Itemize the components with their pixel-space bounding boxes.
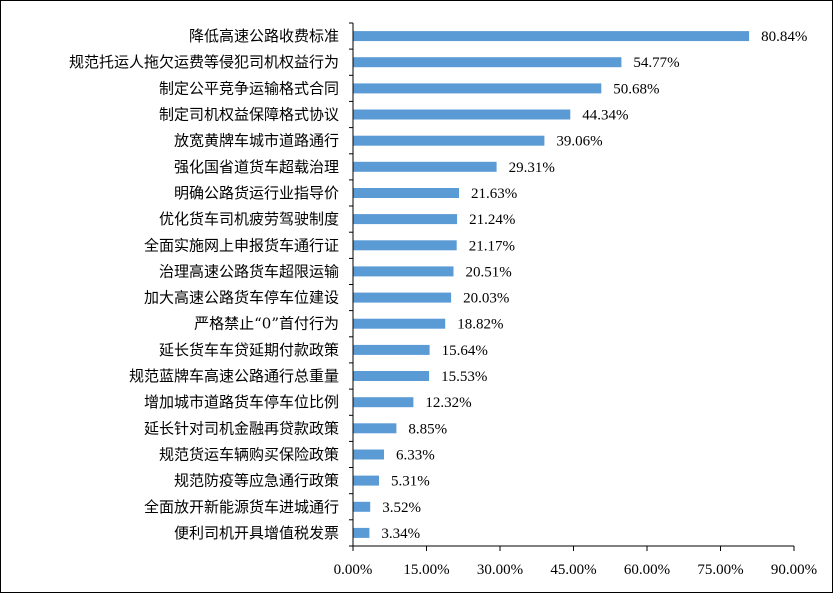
category-label: 延长针对司机金融再贷款政策 [144,419,339,437]
x-tick-label: 90.00% [771,562,817,578]
bar [353,266,454,277]
category-labels-layer: 降低高速公路收费标准规范托运人拖欠运费等侵犯司机权益行为制定公平竞争运输格式合同… [69,27,339,542]
bar [353,31,750,42]
value-label: 15.53% [441,369,487,385]
bars-layer [353,31,750,538]
value-label: 15.64% [442,343,488,359]
category-label: 全面放开新能源货车进城通行 [144,498,339,516]
category-label: 全面实施网上申报货车通行证 [144,236,339,254]
value-label: 21.63% [471,186,517,202]
bar [353,318,446,329]
value-label: 12.32% [425,395,471,411]
bar [353,135,545,146]
x-ticks-layer: 0.00% 15.00% 30.00% 45.00% 60.00% 75.00% 90.00… [334,22,817,578]
value-label: 3.52% [382,500,421,516]
value-label: 80.84% [761,29,807,45]
value-label: 6.33% [396,448,435,464]
category-label: 制定公平竞争运输格式合同 [159,79,339,97]
category-label: 放宽黄牌车城市道路通行 [174,132,339,150]
bar [353,344,430,355]
value-label: 44.34% [582,108,628,124]
value-label: 18.82% [457,317,503,333]
x-tick-label: 0.00% [334,562,373,578]
category-label: 加大高速公路货车停车位建设 [144,289,339,307]
category-label: 强化国省道货车超载治理 [174,158,339,176]
bar [353,449,384,460]
value-label: 8.85% [408,421,447,437]
value-label: 21.17% [469,238,515,254]
category-label: 规范蓝牌车高速公路通行总重量 [129,367,339,385]
value-label: 3.34% [381,526,420,542]
x-tick-label: 45.00% [550,562,596,578]
value-label: 21.24% [469,212,515,228]
category-label: 延长货车车贷延期付款政策 [159,341,339,359]
category-label: 规范货运车辆购买保险政策 [159,446,339,464]
category-label: 优化货车司机疲劳驾驶制度 [159,210,339,228]
category-label: 治理高速公路货车超限运输 [159,262,339,280]
x-tick-label: 15.00% [403,562,449,578]
value-label: 54.77% [633,55,679,71]
category-label: 便利司机开具增值税发票 [174,524,339,542]
value-label: 29.31% [509,160,555,176]
value-labels-layer: 80.84% 54.77% 50.68% 44.34% 39.06%29.31% 21.6… [381,29,807,542]
bar [353,57,622,68]
bar [353,371,430,381]
value-label: 5.31% [391,474,430,490]
axes [352,23,794,547]
bar [353,83,602,94]
x-tick-label: 60.00% [624,562,670,578]
bar [353,240,457,251]
bar [353,214,458,225]
bar [353,109,571,120]
category-label: 制定司机权益保障格式协议 [159,106,339,124]
category-label: 规范防疫等应急通行政策 [174,472,339,490]
category-label: 降低高速公路收费标准 [189,27,339,45]
x-tick-label: 75.00% [697,562,743,578]
category-label: 规范托运人拖欠运费等侵犯司机权益行为 [69,53,339,71]
category-label: 严格禁止“0”首付行为 [194,315,339,333]
category-label: 明确公路货运行业指导价 [174,184,339,202]
value-label: 20.03% [463,291,509,307]
bar [353,161,497,172]
bar [353,292,452,303]
bar [353,188,459,198]
category-label: 增加城市道路货车停车位比例 [144,393,339,411]
bar [353,501,371,512]
value-label: 20.51% [466,264,512,280]
value-label: 39.06% [556,134,602,150]
bar [353,423,397,434]
bar [353,527,370,538]
bar [353,475,379,486]
value-label: 50.68% [613,81,659,97]
x-tick-label: 30.00% [477,562,523,578]
bar [353,397,414,408]
